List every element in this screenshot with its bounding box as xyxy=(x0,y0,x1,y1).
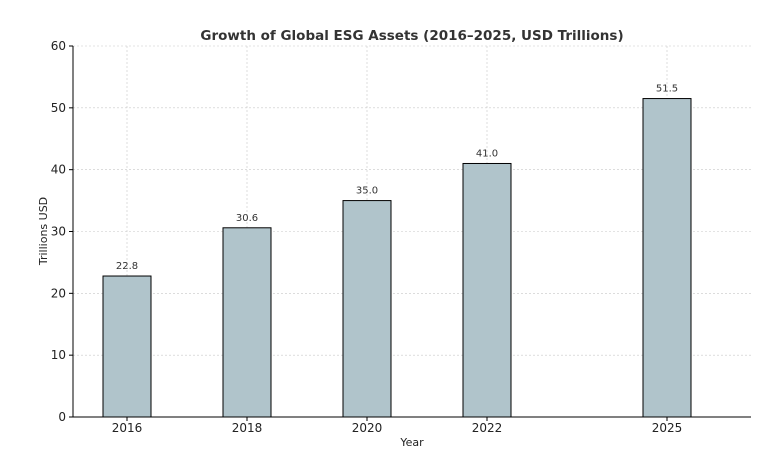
x-tick-label-2022: 2022 xyxy=(472,421,503,435)
x-axis-label: Year xyxy=(399,436,424,449)
y-tick-label: 40 xyxy=(51,163,66,177)
x-tick-label-2020: 2020 xyxy=(352,421,383,435)
y-tick-label: 10 xyxy=(51,348,66,362)
bar-2016 xyxy=(102,275,152,418)
y-tick-label: 0 xyxy=(58,410,66,424)
x-tick-label-2025: 2025 xyxy=(652,421,683,435)
y-tick-label: 20 xyxy=(51,286,66,300)
bar-2025 xyxy=(642,98,692,418)
bars xyxy=(102,98,692,418)
data-label-2016: 22.8 xyxy=(116,261,138,272)
y-tick-label: 60 xyxy=(51,39,66,53)
y-tick-label: 50 xyxy=(51,101,66,115)
data-label-2020: 35.0 xyxy=(356,186,378,197)
data-label-2022: 41.0 xyxy=(476,148,498,159)
y-tick-label: 30 xyxy=(51,225,66,239)
bar-2022 xyxy=(462,162,512,418)
bar-2018 xyxy=(222,227,272,418)
x-tick-label-2018: 2018 xyxy=(232,421,263,435)
y-axis-label: Trillions USD xyxy=(37,197,50,266)
data-label-2018: 30.6 xyxy=(236,213,258,224)
labels: 0 10 20 30 40 50 60 22.8 2016 30.6 2018 35.0 2020 41.… xyxy=(51,39,683,435)
x-tick-label-2016: 2016 xyxy=(112,421,143,435)
chart-title: Growth of Global ESG Assets (2016–2025, … xyxy=(200,28,623,44)
data-label-2025: 51.5 xyxy=(656,84,678,95)
bar-2020 xyxy=(342,200,392,418)
